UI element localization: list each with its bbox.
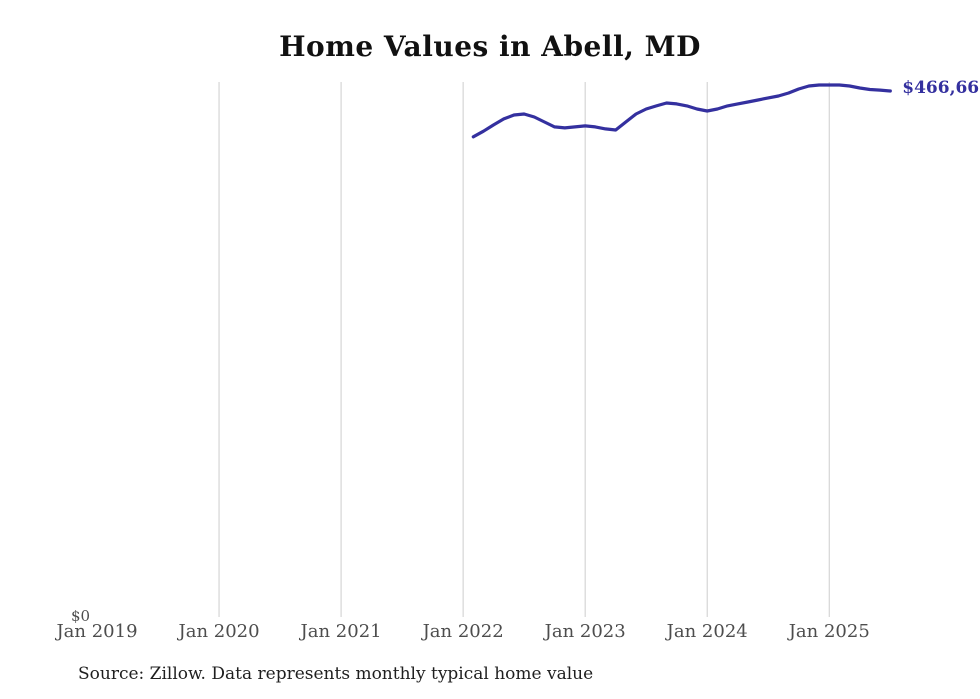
source-note: Source: Zillow. Data represents monthly … [78,664,594,684]
x-axis-tick-label: Jan 2020 [178,621,260,642]
x-axis-tick-label: Jan 2023 [544,621,626,642]
x-axis-tick-label: Jan 2022 [422,621,504,642]
x-axis-tick-label: Jan 2025 [788,621,870,642]
x-axis-tick-label: Jan 2024 [666,621,748,642]
chart-title: Home Values in Abell, MD [279,30,701,63]
y-axis-zero-label: $0 [71,607,91,625]
x-axis-tick-label: Jan 2021 [300,621,382,642]
series-line [471,83,892,139]
x-axis-tick-label: Jan 2019 [56,621,138,642]
series-end-value-label: $466,663 [902,78,980,98]
